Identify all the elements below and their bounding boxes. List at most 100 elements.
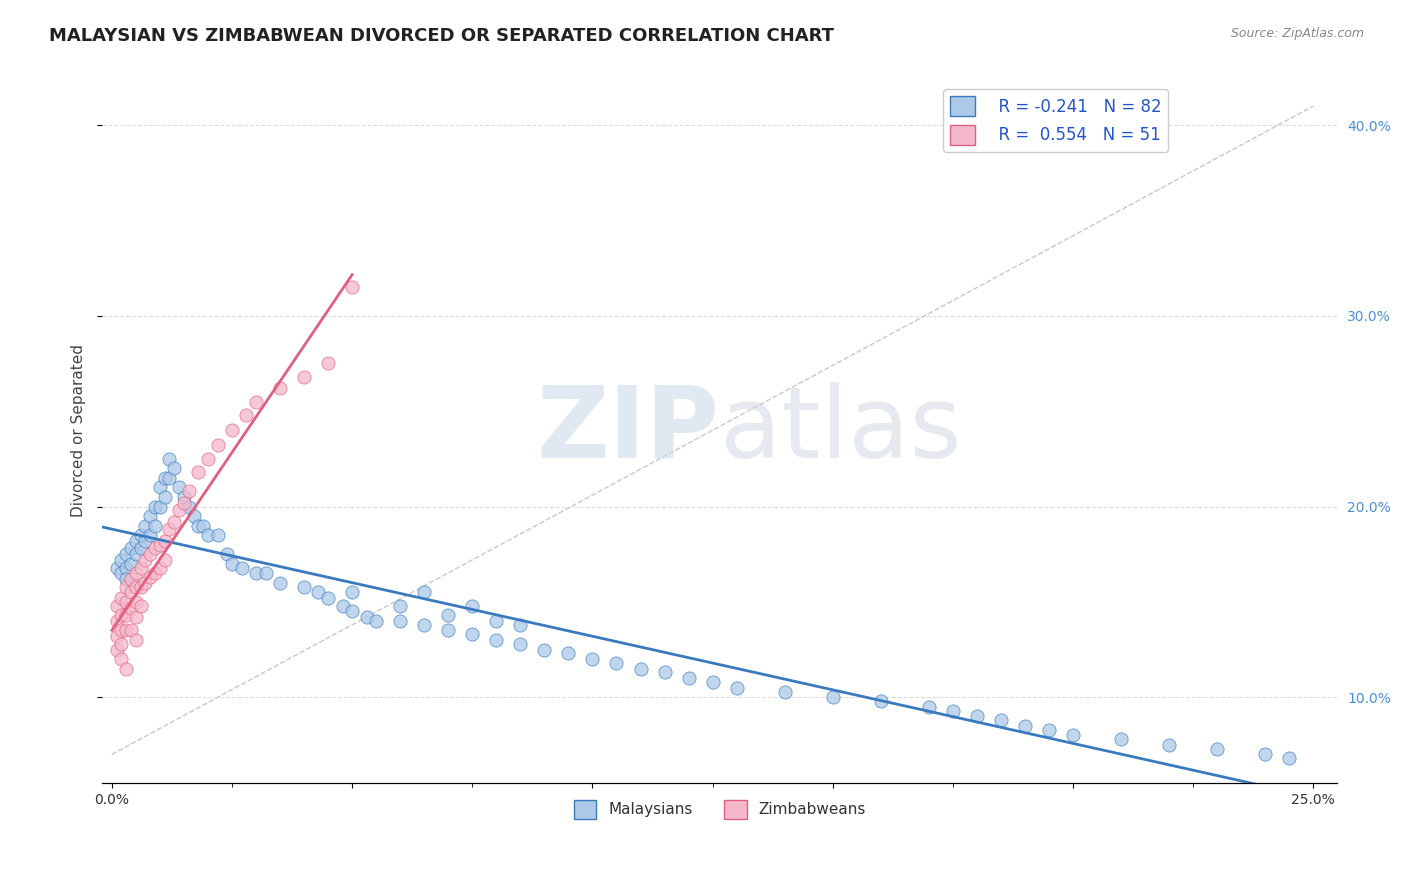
Point <box>159 523 181 537</box>
Point <box>105 614 128 628</box>
Point <box>143 518 166 533</box>
Point <box>340 604 363 618</box>
Point <box>120 624 142 638</box>
Point <box>1062 728 1084 742</box>
Point <box>120 541 142 556</box>
Point <box>129 528 152 542</box>
Point <box>177 484 200 499</box>
Point <box>125 610 148 624</box>
Point <box>966 709 988 723</box>
Point <box>139 547 162 561</box>
Point <box>110 637 132 651</box>
Point <box>366 614 388 628</box>
Point <box>110 566 132 581</box>
Point <box>163 515 186 529</box>
Point <box>115 560 138 574</box>
Text: atlas: atlas <box>720 382 962 479</box>
Point <box>245 566 267 581</box>
Point <box>654 665 676 680</box>
Point <box>129 599 152 613</box>
Point <box>115 608 138 623</box>
Point <box>207 438 229 452</box>
Point <box>191 518 214 533</box>
Point <box>187 518 209 533</box>
Point <box>129 541 152 556</box>
Point <box>269 575 291 590</box>
Point <box>149 560 172 574</box>
Point <box>340 585 363 599</box>
Point <box>153 471 176 485</box>
Point <box>245 394 267 409</box>
Text: MALAYSIAN VS ZIMBABWEAN DIVORCED OR SEPARATED CORRELATION CHART: MALAYSIAN VS ZIMBABWEAN DIVORCED OR SEPA… <box>49 27 834 45</box>
Point <box>557 646 579 660</box>
Point <box>177 500 200 514</box>
Point <box>153 553 176 567</box>
Point <box>413 585 436 599</box>
Point <box>125 580 148 594</box>
Point <box>1159 738 1181 752</box>
Point <box>110 624 132 638</box>
Legend: Malaysians, Zimbabweans: Malaysians, Zimbabweans <box>568 794 872 825</box>
Point <box>217 547 239 561</box>
Point <box>105 629 128 643</box>
Point <box>149 480 172 494</box>
Point <box>153 490 176 504</box>
Point <box>316 357 339 371</box>
Point <box>153 533 176 548</box>
Point <box>173 496 195 510</box>
Point <box>773 684 796 698</box>
Point <box>437 608 460 623</box>
Point <box>134 553 156 567</box>
Point <box>105 560 128 574</box>
Point <box>437 624 460 638</box>
Point <box>187 465 209 479</box>
Point <box>308 585 330 599</box>
Point <box>221 557 243 571</box>
Point <box>105 642 128 657</box>
Point <box>143 500 166 514</box>
Point <box>110 608 132 623</box>
Point <box>235 408 257 422</box>
Point <box>125 595 148 609</box>
Point <box>533 642 555 657</box>
Point <box>316 591 339 605</box>
Point <box>115 572 138 586</box>
Point <box>125 547 148 561</box>
Point <box>129 560 152 574</box>
Point <box>356 610 378 624</box>
Point <box>461 627 484 641</box>
Point <box>1278 751 1301 765</box>
Point <box>207 528 229 542</box>
Point <box>125 533 148 548</box>
Point <box>197 451 219 466</box>
Point <box>1109 732 1132 747</box>
Point <box>115 595 138 609</box>
Point <box>120 585 142 599</box>
Point <box>159 451 181 466</box>
Point <box>389 614 412 628</box>
Point <box>183 509 205 524</box>
Point <box>725 681 748 695</box>
Point <box>231 560 253 574</box>
Point <box>139 509 162 524</box>
Point <box>134 575 156 590</box>
Point <box>990 713 1012 727</box>
Y-axis label: Divorced or Separated: Divorced or Separated <box>72 343 86 516</box>
Point <box>221 423 243 437</box>
Point <box>1254 747 1277 762</box>
Point <box>115 547 138 561</box>
Point <box>129 580 152 594</box>
Point <box>110 591 132 605</box>
Point <box>485 633 508 648</box>
Point <box>149 500 172 514</box>
Point <box>173 490 195 504</box>
Point <box>942 704 965 718</box>
Point <box>581 652 603 666</box>
Point <box>332 599 354 613</box>
Point <box>115 624 138 638</box>
Point <box>125 633 148 648</box>
Point <box>292 580 315 594</box>
Point <box>120 572 142 586</box>
Point <box>269 381 291 395</box>
Point <box>115 580 138 594</box>
